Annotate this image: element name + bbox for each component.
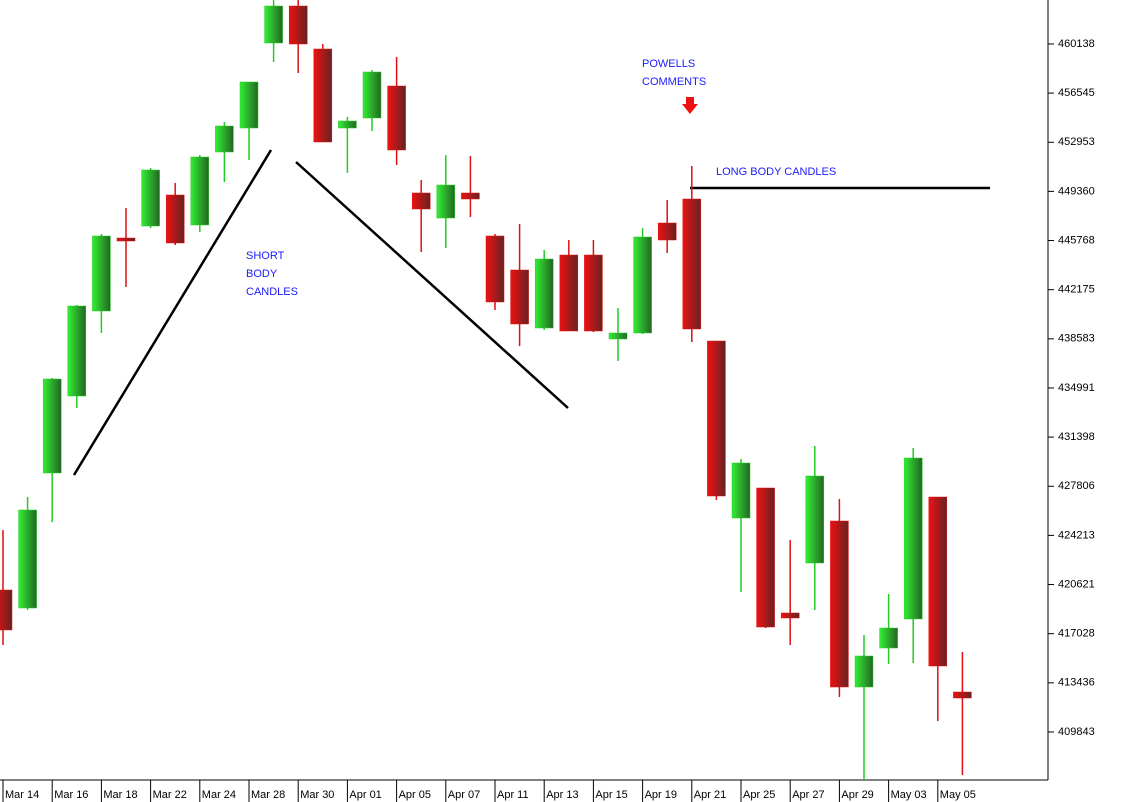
candle-body — [92, 235, 111, 312]
x-tick-label: Apr 01 — [349, 789, 381, 801]
candle-body — [239, 81, 259, 129]
candle-body — [633, 236, 652, 334]
y-tick-label: 431398 — [1058, 431, 1095, 443]
candle-body — [830, 520, 849, 688]
annotation: BODY — [246, 268, 278, 280]
candle-body — [387, 85, 406, 151]
trend-line — [72, 149, 273, 476]
candle-body — [879, 627, 898, 649]
candle-body — [559, 254, 579, 332]
y-tick-label: 434991 — [1058, 382, 1095, 394]
candle-body — [313, 48, 333, 143]
y-tick-label: 445768 — [1058, 234, 1095, 246]
candle-body — [682, 198, 702, 330]
x-tick-label: Apr 21 — [694, 789, 726, 801]
y-tick-label: 442175 — [1058, 284, 1095, 296]
y-tick-label: 420621 — [1058, 578, 1095, 590]
y-tick-label: 456545 — [1058, 87, 1095, 99]
candle-body — [436, 184, 456, 219]
candle-body — [461, 192, 480, 200]
candle-body — [215, 125, 234, 153]
y-tick-label: 438583 — [1058, 333, 1095, 345]
candle-body — [485, 235, 505, 303]
x-tick-label: Apr 29 — [841, 789, 873, 801]
candle-body — [854, 655, 874, 688]
annotation: COMMENTS — [642, 76, 706, 88]
candle-body — [165, 194, 185, 244]
arrow — [682, 97, 698, 114]
candle-body — [141, 169, 160, 227]
candle-body — [805, 475, 825, 564]
y-tick-label: 427806 — [1058, 480, 1095, 492]
x-tick-label: May 05 — [940, 789, 976, 801]
x-tick-label: Apr 05 — [399, 789, 431, 801]
candle-body — [903, 457, 923, 620]
x-tick-label: Mar 16 — [54, 789, 88, 801]
x-tick-label: Mar 28 — [251, 789, 285, 801]
x-tick-label: Apr 15 — [595, 789, 627, 801]
x-tick-label: Mar 24 — [202, 789, 236, 801]
candle-body — [657, 222, 677, 241]
x-tick-label: Apr 25 — [743, 789, 775, 801]
y-tick-label: 449360 — [1058, 185, 1095, 197]
candle-body — [756, 487, 775, 628]
annotation: LONG BODY CANDLES — [716, 166, 836, 178]
candle-body — [584, 254, 603, 332]
candle-body — [0, 589, 13, 631]
annotation: SHORT — [246, 250, 285, 262]
candle-body — [18, 509, 37, 609]
candle-body — [510, 269, 529, 325]
x-tick-label: Apr 13 — [546, 789, 578, 801]
candle-body — [953, 691, 972, 699]
candle-body — [707, 340, 726, 497]
y-tick-label: 409843 — [1058, 726, 1095, 738]
x-tick-label: Apr 19 — [645, 789, 677, 801]
candle-body — [731, 462, 751, 519]
x-tick-label: Mar 18 — [103, 789, 137, 801]
x-tick-label: Mar 22 — [153, 789, 187, 801]
y-tick-label: 413436 — [1058, 677, 1095, 689]
annotation: POWELLS — [642, 58, 695, 70]
candle-body — [67, 305, 87, 397]
candle-body — [608, 332, 628, 340]
y-tick-label: 424213 — [1058, 529, 1095, 541]
x-tick-label: Mar 14 — [5, 789, 39, 801]
candle-body — [264, 5, 283, 44]
candle-body — [338, 120, 357, 129]
x-tick-label: May 03 — [891, 789, 927, 801]
x-tick-label: Apr 27 — [792, 789, 824, 801]
candle-body — [411, 192, 431, 210]
candle-body — [362, 71, 382, 119]
y-tick-label: 460138 — [1058, 38, 1095, 50]
annotation: CANDLES — [246, 286, 298, 298]
x-tick-label: Apr 11 — [497, 789, 529, 801]
y-tick-label: 452953 — [1058, 136, 1095, 148]
candle-body — [190, 156, 210, 226]
trend-line — [295, 161, 569, 409]
candle-body — [780, 612, 800, 619]
candle-body — [116, 237, 136, 242]
candle-body — [42, 378, 62, 474]
y-tick-label: 417028 — [1058, 628, 1095, 640]
candle-body — [534, 258, 554, 329]
x-tick-label: Apr 07 — [448, 789, 480, 801]
candle-body — [288, 5, 308, 45]
x-tick-label: Mar 30 — [300, 789, 334, 801]
candle-body — [928, 496, 948, 667]
